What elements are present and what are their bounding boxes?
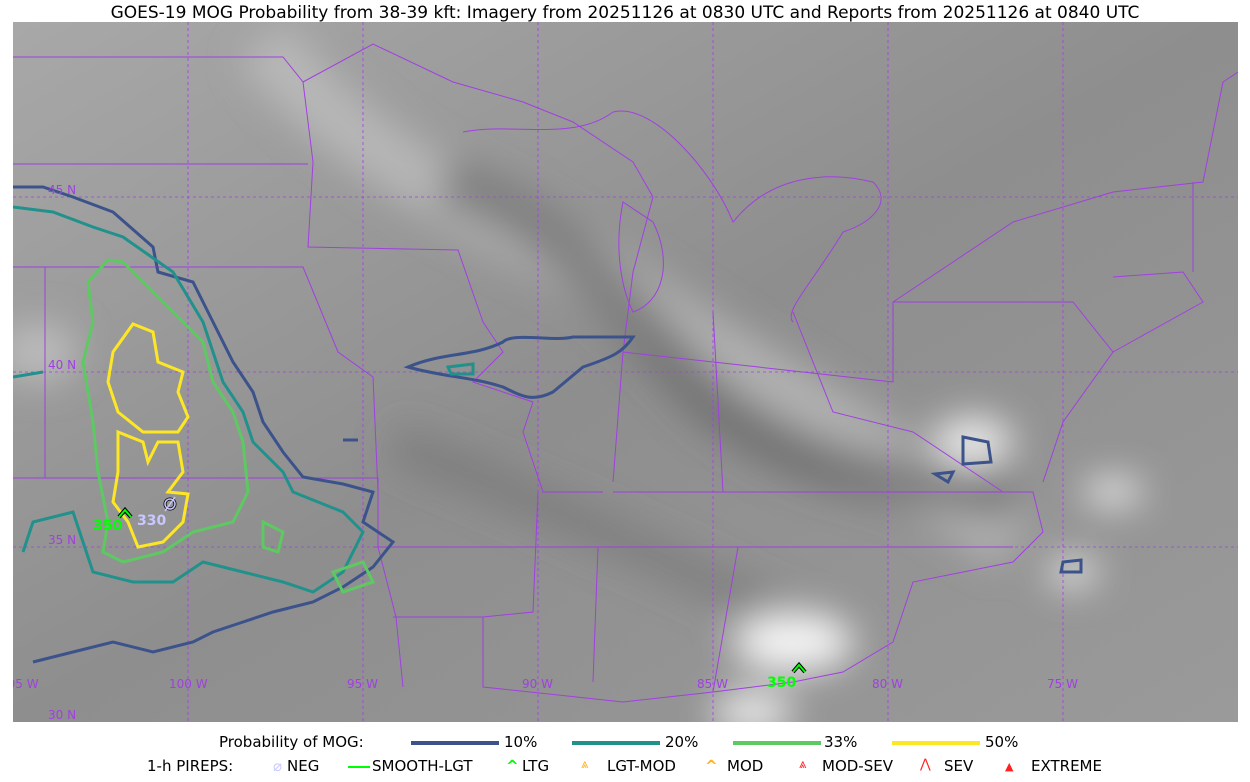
mog-contour-20pct	[13, 205, 475, 594]
legend-item: EXTREME	[1031, 757, 1102, 775]
caret-icon: ^	[506, 757, 519, 775]
legend-item: SEV	[944, 757, 974, 775]
lon-label: 85 W	[697, 677, 728, 691]
legend-item: NEG	[287, 757, 320, 775]
caret-bar-icon: ⩓	[581, 757, 589, 772]
legend-item: MOD	[727, 757, 764, 775]
filled-triangle-icon: ▲	[1005, 760, 1014, 773]
lon-label: 95 W	[347, 677, 378, 691]
lat-label: 30 N	[48, 708, 76, 722]
legend-item: 10%	[504, 733, 538, 751]
line-icon	[348, 766, 370, 768]
neg-circle-slash-icon: ⌀	[273, 757, 283, 775]
chart-title: GOES-19 MOG Probability from 38-39 kft: …	[110, 3, 1140, 23]
pirep-altitude: 350	[93, 518, 122, 534]
double-caret-bar-icon: ⩓	[799, 757, 807, 772]
pirep-altitude: 350	[767, 675, 796, 691]
legend-item: LGT-MOD	[607, 757, 676, 775]
legend-item: SMOOTH-LGT	[372, 757, 473, 775]
mog-contour-33pct	[81, 258, 376, 594]
swatch-20	[572, 741, 660, 745]
lon-label: 100 W	[169, 677, 208, 691]
swatch-33	[733, 741, 821, 745]
swatch-50	[892, 741, 980, 745]
legend-item: MOD-SEV	[822, 757, 893, 775]
caret-icon: ^	[705, 757, 718, 775]
pirep-altitude: 330	[137, 513, 166, 529]
legend-item: 50%	[985, 733, 1019, 751]
legend-title: Probability of MOG:	[219, 733, 364, 751]
lon-labels: 105 W 100 W 95 W 90 W 85 W 80 W 75 W	[13, 677, 1078, 691]
lon-label: 75 W	[1047, 677, 1078, 691]
state-boundaries	[13, 43, 1238, 703]
mog-contour-50pct	[106, 322, 190, 549]
lon-label: 105 W	[13, 677, 39, 691]
neg-pirep-icon[interactable]	[163, 496, 177, 512]
legend-item: 33%	[824, 733, 858, 751]
double-caret-icon: ⋀	[920, 757, 931, 772]
lat-label: 40 N	[48, 358, 76, 372]
lat-labels: 45 N 40 N 35 N 30 N	[48, 183, 76, 722]
lon-label: 90 W	[522, 677, 553, 691]
pirep-markers: 350 330 350	[93, 496, 807, 691]
legend-title: 1-h PIREPS:	[147, 757, 234, 775]
legend-item: 20%	[665, 733, 699, 751]
legend-item: LTG	[522, 757, 550, 775]
swatch-10	[411, 741, 499, 745]
lon-label: 80 W	[872, 677, 903, 691]
lat-label: 45 N	[48, 183, 76, 197]
satellite-map: 45 N 40 N 35 N 30 N 105 W 100 W 95 W 90 …	[13, 22, 1238, 722]
lat-label: 35 N	[48, 533, 76, 547]
